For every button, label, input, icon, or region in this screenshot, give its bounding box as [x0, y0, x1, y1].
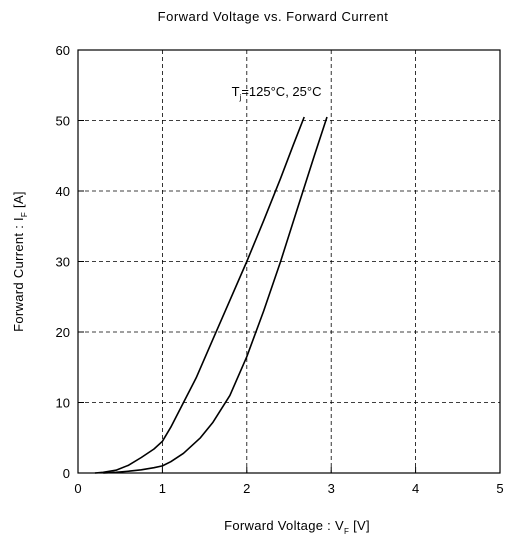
- annotation-rest: =125°C, 25°C: [241, 84, 321, 99]
- annotation-sub: j: [239, 93, 242, 102]
- x-tick-label: 4: [412, 481, 419, 496]
- y-tick-label: 20: [56, 325, 70, 340]
- x-tick-label: 2: [243, 481, 250, 496]
- x-axis-label-sub: F: [344, 527, 349, 536]
- y-tick-label: 40: [56, 184, 70, 199]
- chart-title: Forward Voltage vs. Forward Current: [158, 9, 389, 24]
- x-tick-label: 1: [159, 481, 166, 496]
- series-line-tj25: [103, 116, 328, 474]
- y-tick-label: 0: [63, 466, 70, 481]
- x-axis-label-unit: [V]: [349, 518, 370, 533]
- y-axis-label-sub: F: [20, 212, 29, 217]
- y-tick-label: 10: [56, 396, 70, 411]
- y-axis-label-main: Forward Current : I: [11, 217, 26, 332]
- x-axis-label-main: Forward Voltage : V: [224, 518, 344, 533]
- tick-marks: [77, 49, 501, 474]
- y-axis-label: Forward Current : IF [A]: [11, 191, 29, 332]
- y-tick-label: 60: [56, 43, 70, 58]
- grid: [78, 50, 500, 473]
- x-axis-label: Forward Voltage : VF [V]: [224, 518, 370, 536]
- series-lines: [94, 116, 328, 474]
- y-tick-label: 30: [56, 255, 70, 270]
- y-axis-label-unit: [A]: [11, 191, 26, 212]
- x-tick-label: 3: [328, 481, 335, 496]
- annotation-main: T: [232, 84, 240, 99]
- x-tick-label: 5: [496, 481, 503, 496]
- series-line-tj125: [94, 116, 305, 474]
- curve-annotation: Tj=125°C, 25°C: [232, 84, 322, 102]
- y-tick-label: 50: [56, 114, 70, 129]
- x-tick-label: 0: [74, 481, 81, 496]
